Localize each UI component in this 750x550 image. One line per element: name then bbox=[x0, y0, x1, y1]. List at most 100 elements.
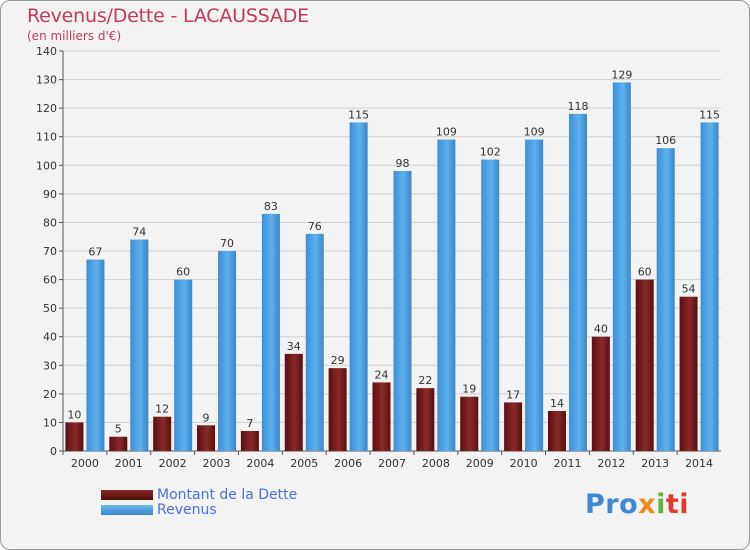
x-tick-label: 2012 bbox=[597, 457, 625, 470]
data-label: 74 bbox=[132, 226, 146, 239]
data-label: 14 bbox=[550, 397, 564, 410]
bar-revenue bbox=[612, 82, 631, 451]
data-label: 67 bbox=[88, 246, 102, 259]
data-label: 106 bbox=[655, 134, 676, 147]
bar-debt bbox=[153, 416, 172, 451]
data-label: 115 bbox=[348, 108, 369, 121]
x-tick-label: 2005 bbox=[290, 457, 318, 470]
bar-debt bbox=[284, 353, 303, 451]
bar-revenue bbox=[525, 139, 544, 452]
data-label: 5 bbox=[115, 423, 122, 436]
data-label: 22 bbox=[418, 374, 432, 387]
x-tick-label: 2014 bbox=[685, 457, 713, 470]
bar-debt bbox=[547, 411, 566, 451]
y-tick-label: 80 bbox=[43, 216, 57, 229]
data-label: 40 bbox=[594, 323, 608, 336]
y-tick-label: 50 bbox=[43, 302, 57, 315]
x-tick-label: 2003 bbox=[203, 457, 231, 470]
bar-revenue bbox=[568, 113, 587, 451]
data-label: 70 bbox=[220, 237, 234, 250]
y-tick-label: 130 bbox=[36, 74, 57, 87]
x-tick-label: 2000 bbox=[71, 457, 99, 470]
data-label: 7 bbox=[246, 417, 253, 430]
bar-revenue bbox=[305, 233, 324, 451]
bar-debt bbox=[240, 431, 259, 451]
y-tick-label: 110 bbox=[36, 131, 57, 144]
bar-debt bbox=[372, 382, 391, 451]
bar-debt bbox=[109, 436, 128, 451]
y-tick-label: 40 bbox=[43, 331, 57, 344]
y-tick-label: 70 bbox=[43, 245, 57, 258]
y-tick-label: 140 bbox=[36, 45, 57, 58]
bar-revenue bbox=[437, 139, 456, 452]
bar-revenue bbox=[86, 259, 105, 451]
legend-swatch-debt bbox=[101, 489, 153, 500]
bar-debt bbox=[504, 402, 523, 451]
y-tick-label: 0 bbox=[50, 445, 57, 458]
bar-debt bbox=[328, 368, 347, 451]
bar-debt bbox=[679, 296, 698, 451]
bar-debt bbox=[635, 279, 654, 451]
legend-label-revenue: Revenus bbox=[157, 501, 217, 518]
bar-debt bbox=[591, 336, 610, 451]
data-label: 29 bbox=[331, 354, 345, 367]
x-tick-label: 2004 bbox=[246, 457, 274, 470]
legend-item-debt: Montant de la Dette bbox=[101, 486, 298, 503]
legend-item-revenue: Revenus bbox=[101, 501, 297, 518]
data-label: 60 bbox=[176, 266, 190, 279]
x-tick-label: 2013 bbox=[641, 457, 669, 470]
bar-revenue bbox=[393, 171, 412, 451]
y-tick-label: 20 bbox=[43, 388, 57, 401]
data-label: 115 bbox=[699, 108, 720, 121]
y-tick-label: 90 bbox=[43, 188, 57, 201]
bar-debt bbox=[416, 388, 435, 451]
data-label: 9 bbox=[203, 411, 210, 424]
data-label: 83 bbox=[264, 200, 278, 213]
data-label: 109 bbox=[436, 126, 457, 139]
data-label: 34 bbox=[287, 340, 301, 353]
y-tick-label: 30 bbox=[43, 359, 57, 372]
bar-revenue bbox=[261, 213, 280, 451]
y-tick-label: 120 bbox=[36, 102, 57, 115]
chart-subtitle: (en milliers d'€) bbox=[27, 29, 122, 43]
data-label: 60 bbox=[638, 266, 652, 279]
x-tick-label: 2006 bbox=[334, 457, 362, 470]
data-label: 12 bbox=[155, 403, 169, 416]
data-label: 10 bbox=[67, 408, 81, 421]
data-label: 129 bbox=[611, 68, 632, 81]
data-label: 76 bbox=[308, 220, 322, 233]
y-tick-label: 100 bbox=[36, 159, 57, 172]
data-label: 54 bbox=[682, 283, 696, 296]
bar-revenue bbox=[349, 122, 368, 451]
data-label: 109 bbox=[524, 126, 545, 139]
chart-legend: Montant de la Dette Revenus bbox=[101, 486, 298, 518]
bar-debt bbox=[197, 425, 216, 451]
bar-revenue bbox=[174, 279, 193, 451]
x-tick-label: 2010 bbox=[510, 457, 538, 470]
data-label: 102 bbox=[480, 146, 501, 159]
data-label: 19 bbox=[462, 383, 476, 396]
proxiti-logo: Proxiti bbox=[585, 489, 690, 520]
y-tick-label: 10 bbox=[43, 416, 57, 429]
bar-revenue bbox=[130, 239, 149, 451]
x-tick-label: 2001 bbox=[115, 457, 143, 470]
legend-swatch-revenue bbox=[101, 504, 153, 515]
data-label: 24 bbox=[375, 368, 389, 381]
bar-revenue bbox=[656, 148, 675, 451]
x-tick-label: 2008 bbox=[422, 457, 450, 470]
legend-label-debt: Montant de la Dette bbox=[157, 486, 298, 503]
data-label: 17 bbox=[506, 388, 520, 401]
chart-title: Revenus/Dette - LACAUSSADE bbox=[27, 5, 309, 27]
x-tick-label: 2009 bbox=[466, 457, 494, 470]
x-tick-label: 2007 bbox=[378, 457, 406, 470]
data-label: 118 bbox=[567, 100, 588, 113]
bar-debt bbox=[460, 396, 479, 451]
x-tick-label: 2011 bbox=[553, 457, 581, 470]
bar-debt bbox=[65, 422, 84, 451]
bar-revenue bbox=[218, 251, 237, 451]
bar-revenue bbox=[481, 159, 500, 452]
x-tick-label: 2002 bbox=[159, 457, 187, 470]
data-label: 98 bbox=[396, 157, 410, 170]
